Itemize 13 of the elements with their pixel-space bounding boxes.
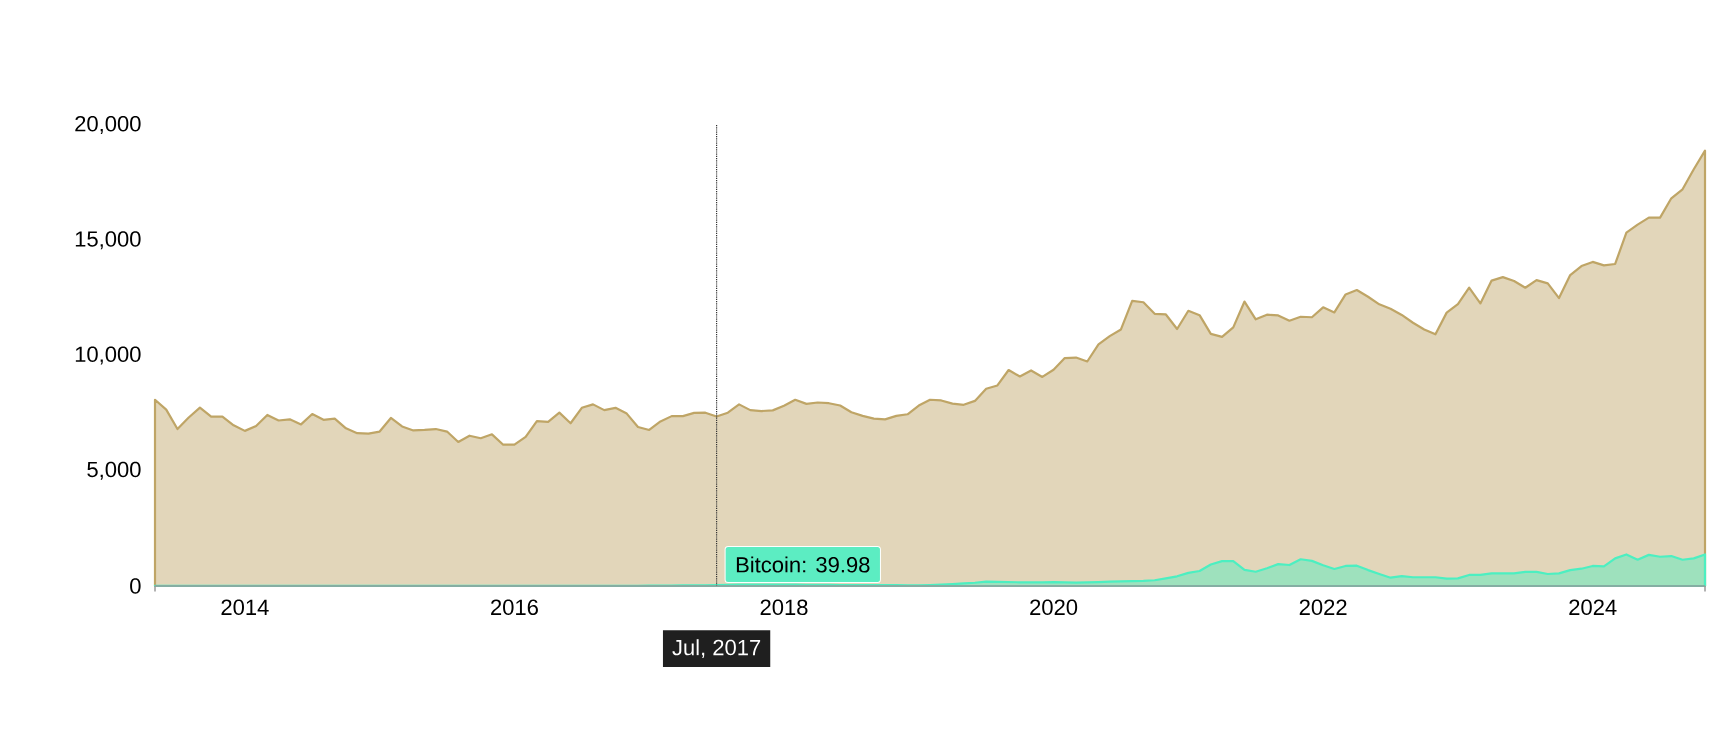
x-tick-label: 2014 [221, 599, 269, 616]
x-tick-label: 2016 [491, 599, 538, 616]
y-tick-label: 0 [130, 578, 141, 594]
y-tick-label: 20,000 [75, 115, 141, 135]
annotation: Bitcoin: 39.98 [736, 556, 870, 573]
y-tick-label: 5,000 [87, 461, 141, 480]
ref-line-label: Jul, 2017 [672, 639, 761, 658]
y-tick-label: 15,000 [75, 231, 141, 250]
x-tick-label: 2020 [1030, 599, 1078, 616]
x-tick-label: 2022 [1299, 599, 1347, 616]
y-tick-label: 10,000 [75, 346, 141, 365]
x-tick-label: 2018 [760, 599, 808, 616]
x-tick-label: 2024 [1569, 599, 1617, 616]
